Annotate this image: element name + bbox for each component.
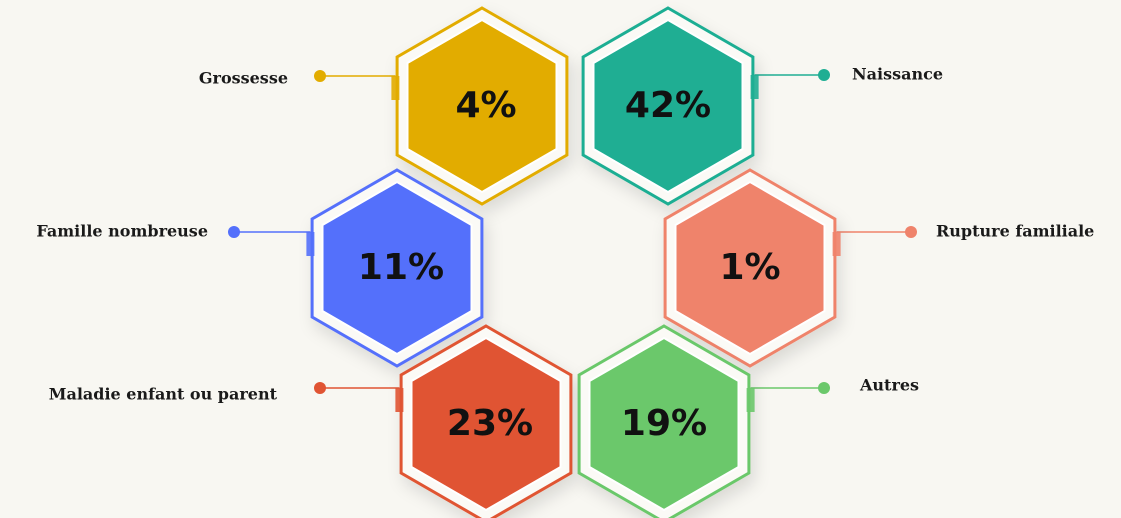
connector-dot <box>314 70 326 82</box>
hexagon <box>406 18 558 194</box>
category-label: Maladie enfant ou parent <box>49 385 278 404</box>
hexagon <box>588 336 740 512</box>
hexagon <box>592 18 744 194</box>
category-label: Famille nombreuse <box>36 222 208 241</box>
connector-tab <box>306 232 315 256</box>
connector-tab <box>750 75 759 99</box>
connector-tab <box>832 232 841 256</box>
value-label: 1% <box>719 247 780 288</box>
value-label: 11% <box>358 247 444 288</box>
connector-tab <box>391 76 400 100</box>
connector-dot <box>228 226 240 238</box>
category-label: Autres <box>859 376 919 395</box>
connector-dot <box>818 69 830 81</box>
value-label: 4% <box>455 85 516 126</box>
hexagon <box>674 180 826 356</box>
value-label: 42% <box>625 85 711 126</box>
hexagon <box>410 336 562 512</box>
value-label: 23% <box>447 403 533 444</box>
category-label: Grossesse <box>199 69 288 88</box>
connector-tab <box>746 388 755 412</box>
connector-dot <box>905 226 917 238</box>
connector-dot <box>314 382 326 394</box>
connector-tab <box>395 388 404 412</box>
hexagon <box>321 180 473 356</box>
category-label: Rupture familiale <box>936 222 1094 241</box>
value-label: 19% <box>621 403 707 444</box>
category-label: Naissance <box>852 65 943 84</box>
connector-dot <box>818 382 830 394</box>
